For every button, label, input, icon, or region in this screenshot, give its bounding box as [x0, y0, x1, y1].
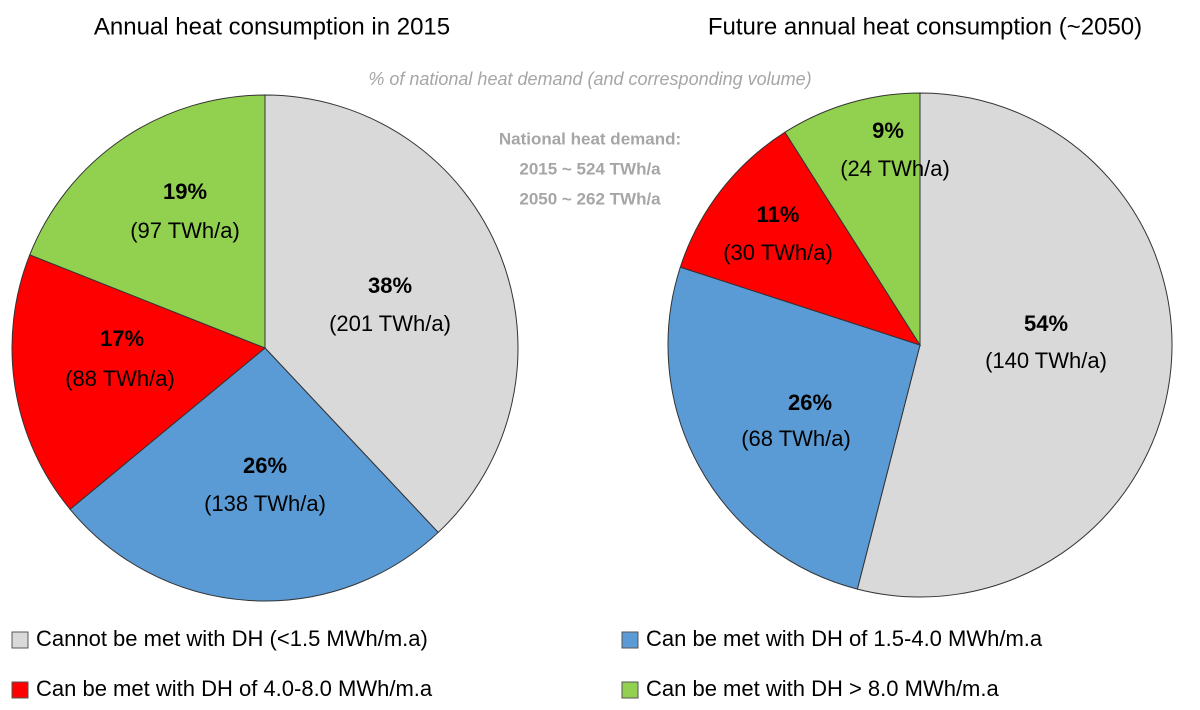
pie-slice — [69, 347, 439, 602]
data-label: 17% — [100, 326, 144, 351]
legend-label: Can be met with DH of 4.0-8.0 MWh/m.a — [36, 676, 433, 701]
pie-slice — [11, 254, 266, 510]
data-label: (24 TWh/a) — [840, 156, 950, 181]
pie-slice — [856, 92, 1173, 598]
data-label: (138 TWh/a) — [204, 491, 326, 516]
data-label: 38% — [368, 273, 412, 298]
annotation: 2050 ~ 262 TWh/a — [519, 189, 661, 208]
subtitle: % of national heat demand (and correspon… — [368, 69, 811, 89]
data-label: 54% — [1024, 311, 1068, 336]
legend-swatch — [621, 681, 639, 699]
pie-slice — [667, 266, 921, 590]
pie-slice — [264, 94, 519, 534]
legend-label: Can be met with DH > 8.0 MWh/m.a — [646, 676, 999, 701]
data-label: (97 TWh/a) — [130, 218, 240, 243]
data-label: 26% — [243, 453, 287, 478]
data-label: (88 TWh/a) — [65, 366, 175, 391]
data-label: 11% — [757, 202, 800, 227]
chart-title: Future annual heat consumption (~2050) — [708, 13, 1142, 40]
legend-swatch — [11, 681, 29, 699]
data-label: 9% — [872, 118, 904, 143]
data-label: 26% — [788, 390, 832, 415]
data-label: (140 TWh/a) — [985, 348, 1107, 373]
pie-slice — [784, 92, 921, 347]
data-label: (30 TWh/a) — [723, 240, 833, 265]
pie-slice — [679, 131, 922, 346]
annotation: National heat demand: — [499, 129, 681, 148]
chart-title: Annual heat consumption in 2015 — [94, 13, 450, 40]
data-label: 19% — [163, 179, 207, 204]
pie-slice — [29, 94, 266, 349]
legend-swatch — [621, 631, 639, 649]
data-label: (201 TWh/a) — [329, 311, 451, 336]
annotation: 2015 ~ 524 TWh/a — [519, 159, 661, 178]
legend-label: Can be met with DH of 1.5-4.0 MWh/m.a — [646, 626, 1043, 651]
legend-label: Cannot be met with DH (<1.5 MWh/m.a) — [36, 626, 428, 651]
legend-swatch — [11, 631, 29, 649]
data-label: (68 TWh/a) — [741, 426, 851, 451]
